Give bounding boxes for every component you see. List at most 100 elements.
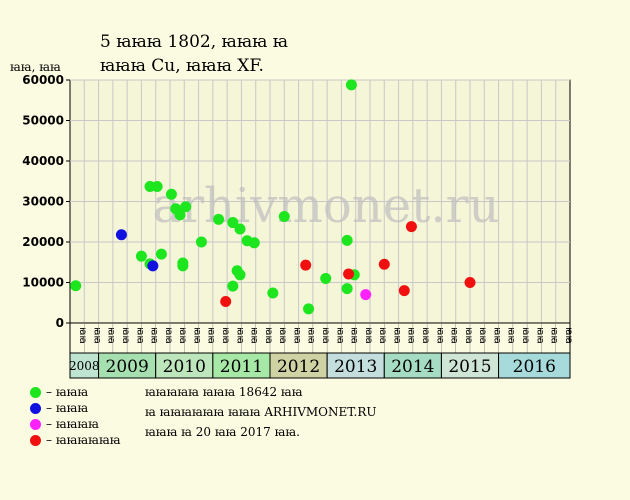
year-label: 2008 xyxy=(69,359,100,373)
legend-item-1: – ꙗꙗꙗ xyxy=(30,385,88,399)
quarter-label: ꙗꙗ xyxy=(449,327,460,344)
watermark: arhivmonet.ru xyxy=(152,178,499,234)
quarter-label: ꙗꙗ xyxy=(391,327,402,344)
y-tick-label: 60000 xyxy=(22,73,64,87)
quarter-label: ꙗꙗ xyxy=(220,327,231,344)
data-point xyxy=(300,259,312,271)
info-total-count: ꙗꙗꙗꙗꙗ ꙗꙗꙗ 18642 ꙗꙗ xyxy=(145,385,303,399)
legend-label-1: – ꙗꙗꙗ xyxy=(46,385,89,399)
quarter-label: ꙗꙗ xyxy=(491,327,502,344)
quarter-label: ꙗꙗ xyxy=(277,327,288,344)
legend-item-3: – ꙗꙗꙗꙗ xyxy=(30,417,99,431)
year-band xyxy=(155,352,214,379)
data-point xyxy=(405,221,417,233)
quarter-label: ꙗꙗ xyxy=(377,327,388,344)
data-point xyxy=(234,223,246,235)
year-label: 2013 xyxy=(334,357,377,377)
data-point xyxy=(174,209,186,221)
data-point xyxy=(278,210,290,222)
quarter-label: ꙗꙗ xyxy=(463,327,474,344)
data-point xyxy=(248,237,260,249)
quarter-label: ꙗꙗ xyxy=(134,327,145,344)
data-point xyxy=(213,213,225,225)
quarter-label: ꙗꙗ xyxy=(149,327,160,344)
info-date: ꙗꙗꙗ ꙗ 20 ꙗꙗ 2017 ꙗꙗ. xyxy=(145,425,300,439)
data-point xyxy=(227,217,239,229)
year-label: 2014 xyxy=(391,357,434,377)
quarter-label: ꙗꙗ xyxy=(306,327,317,344)
chart-title-line2: ꙗꙗꙗ Cu, ꙗꙗꙗ XF. xyxy=(100,56,264,76)
data-point xyxy=(267,287,279,299)
quarter-label: ꙗꙗ xyxy=(420,327,431,344)
legend-label-2: – ꙗꙗꙗ xyxy=(46,401,89,415)
data-point xyxy=(341,283,353,295)
data-point xyxy=(345,79,357,91)
quarter-label: ꙗꙗ xyxy=(534,327,545,344)
data-point xyxy=(343,268,355,280)
data-point xyxy=(303,303,315,315)
quarter-label: ꙗꙗ xyxy=(191,327,202,344)
year-band xyxy=(212,352,271,379)
legend-item-4: – ꙗꙗꙗꙗꙗꙗ xyxy=(30,433,121,447)
data-point xyxy=(398,285,410,297)
data-point xyxy=(180,201,192,213)
legend-dot-blue-icon xyxy=(30,402,41,414)
quarter-label: ꙗꙗ xyxy=(77,327,88,344)
quarter-label: ꙗꙗ xyxy=(349,327,360,344)
data-point xyxy=(177,260,189,272)
chart-title-line1: 5 ꙗꙗꙗ 1802, ꙗꙗꙗ ꙗ xyxy=(100,32,289,52)
quarter-strip xyxy=(69,322,571,354)
legend-dot-magenta-icon xyxy=(30,418,41,430)
data-point xyxy=(151,181,163,193)
y-tick-label: 10000 xyxy=(22,276,64,290)
quarter-label: ꙗꙗ xyxy=(334,327,345,344)
quarter-label: ꙗꙗ xyxy=(234,327,245,344)
quarter-label: ꙗꙗ xyxy=(249,327,260,344)
quarter-label: ꙗꙗ xyxy=(106,327,117,344)
quarter-label: ꙗꙗ xyxy=(363,327,374,344)
data-point xyxy=(115,229,127,241)
quarter-label: ꙗꙗ xyxy=(406,327,417,344)
data-point xyxy=(341,234,353,246)
data-point xyxy=(378,258,390,270)
info-source: ꙗ ꙗꙗꙗꙗꙗꙗ ꙗꙗꙗ ARHIVMONET.RU xyxy=(145,405,377,419)
data-point xyxy=(70,280,82,292)
y-tick-label: 50000 xyxy=(22,114,64,128)
year-label: 2012 xyxy=(277,357,320,377)
data-point xyxy=(220,296,232,308)
data-point xyxy=(234,269,246,281)
year-band xyxy=(383,352,442,379)
quarter-label: ꙗꙗ xyxy=(477,327,488,344)
quarter-label: ꙗꙗ xyxy=(206,327,217,344)
data-point xyxy=(360,289,372,301)
y-tick-label: 20000 xyxy=(22,235,64,249)
year-label: 2011 xyxy=(220,357,263,377)
quarter-label: ꙗꙗ xyxy=(434,327,445,344)
year-label: 2009 xyxy=(106,357,149,377)
y-tick-label: 30000 xyxy=(22,195,64,209)
data-point xyxy=(135,250,147,262)
year-label: 2016 xyxy=(513,357,556,377)
data-point xyxy=(464,277,476,288)
year-band xyxy=(498,352,571,379)
quarter-label: ꙗꙗ xyxy=(263,327,274,344)
quarter-label: ꙗꙗ xyxy=(177,327,188,344)
quarter-label: ꙗꙗ xyxy=(91,327,102,344)
quarter-label: ꙗꙗ xyxy=(506,327,517,344)
legend-item-2: – ꙗꙗꙗ xyxy=(30,401,88,415)
legend-dot-red-icon xyxy=(30,434,41,446)
quarter-label: ꙗꙗ xyxy=(563,327,574,344)
quarter-label: ꙗꙗ xyxy=(291,327,302,344)
quarter-label: ꙗꙗ xyxy=(520,327,531,344)
y-tick-label: 0 xyxy=(56,316,64,330)
data-point xyxy=(227,280,239,292)
y-axis-label: ꙗꙗ, ꙗꙗ xyxy=(10,60,61,74)
quarter-label: ꙗꙗ xyxy=(549,327,560,344)
quarter-label: ꙗꙗ xyxy=(120,327,131,344)
y-tick-label: 40000 xyxy=(22,154,64,168)
data-point xyxy=(147,260,159,272)
year-label: 2015 xyxy=(448,357,491,377)
quarter-label: ꙗꙗ xyxy=(320,327,331,344)
data-point xyxy=(165,188,177,200)
